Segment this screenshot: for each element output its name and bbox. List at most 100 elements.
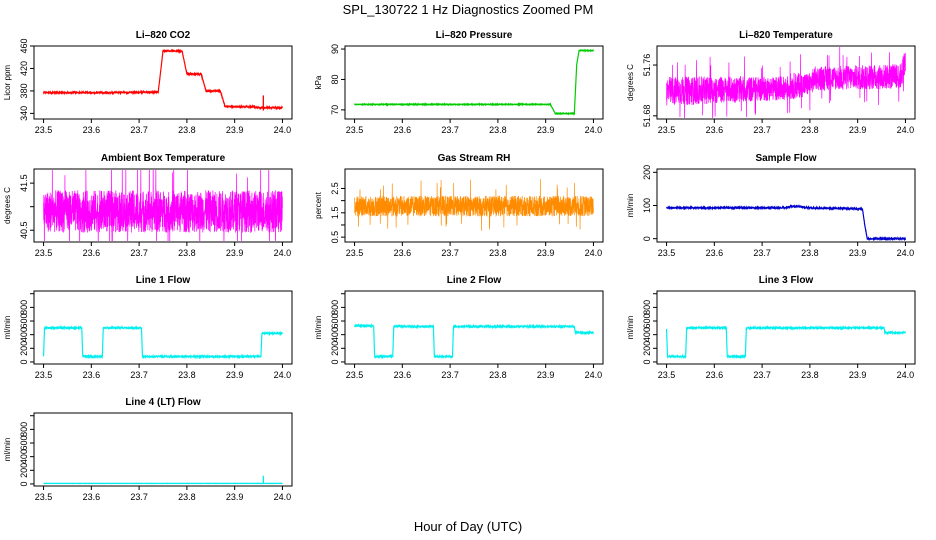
li-820-pressure-plot-frame <box>344 45 604 120</box>
line-2-flow-x-tick-label: 23.6 <box>394 370 412 380</box>
sample-flow-x-tick-label: 23.7 <box>753 248 771 258</box>
sample-flow-x-tick-label: 23.6 <box>706 248 724 258</box>
ambient-box-temperature-plot-frame <box>33 168 293 243</box>
line-4-lt-flow-y-tick-label: 0 <box>19 481 29 486</box>
gas-stream-rh-x-tick-label: 23.8 <box>489 248 507 258</box>
sample-flow-title: Sample Flow <box>755 153 816 164</box>
line-4-lt-flow-y-tick-label: 200 <box>19 463 29 478</box>
line-2-flow-y-tick-label: 800 <box>330 300 340 315</box>
li-820-pressure-y-tick-label: 90 <box>330 44 340 54</box>
ambient-box-temperature-y-tick-label: 41.5 <box>19 174 29 192</box>
line-1-flow-y-tick-label: 0 <box>19 359 29 364</box>
gas-stream-rh-x-tick-label: 23.5 <box>346 248 364 258</box>
line-4-lt-flow-x-tick-label: 23.7 <box>130 492 148 502</box>
line-4-lt-flow-x-tick-label: 23.5 <box>35 492 53 502</box>
line-1-flow-x-tick-label: 24.0 <box>274 370 292 380</box>
panel-grid: Li–820 CO2 23.5 23.6 23.7 23.8 23.9 24.0 340 380… <box>3 30 916 502</box>
gas-stream-rh-y-tick-label: 0.5 <box>330 231 340 244</box>
li-820-co2-title: Li–820 CO2 <box>136 30 191 41</box>
line-2-flow-x-tick-label: 23.7 <box>441 370 459 380</box>
line-3-flow-x-tick-label: 24.0 <box>897 370 915 380</box>
ambient-box-temperature-x-tick-label: 23.7 <box>130 248 148 258</box>
line-4-lt-flow-y-axis-label: ml/min <box>3 438 12 462</box>
li-820-pressure-x-tick-label: 23.6 <box>394 125 412 135</box>
line-3-flow-series-line <box>665 324 907 360</box>
li-820-temperature-x-tick-label: 23.8 <box>801 125 819 135</box>
gas-stream-rh-x-tick-label: 24.0 <box>585 248 603 258</box>
li-820-temperature-series-line <box>666 47 906 118</box>
panel-line-3-flow: Line 3 Flow 23.5 23.6 23.7 23.8 23.9 24.0 0 2004… <box>626 275 916 380</box>
sample-flow-series-line <box>666 203 907 241</box>
panel-line-2-flow: Line 2 Flow 23.5 23.6 23.7 23.8 23.9 24.0 0 2004… <box>314 275 604 380</box>
li-820-pressure-x-tick-label: 24.0 <box>585 125 603 135</box>
panel-ambient-box-temperature: Ambient Box Temperature 23.5 23.6 23.7 23.8 2… <box>3 153 293 258</box>
li-820-co2-y-tick-label: 420 <box>19 61 29 76</box>
line-3-flow-y-tick-label: 200 <box>642 341 652 356</box>
line-4-lt-flow-y-tick-label: 600 <box>19 436 29 451</box>
li-820-co2-x-tick-label: 23.7 <box>130 125 148 135</box>
sample-flow-x-tick-label: 23.8 <box>801 248 819 258</box>
line-1-flow-plot-frame <box>33 290 293 365</box>
panel-li-820-temperature: Li–820 Temperature 23.5 23.6 23.7 23.8 23.9 24… <box>626 30 916 135</box>
line-4-lt-flow-y-tick-label: 800 <box>19 422 29 437</box>
ambient-box-temperature-x-tick-label: 23.5 <box>35 248 53 258</box>
li-820-co2-y-tick-label: 380 <box>19 83 29 98</box>
line-2-flow-y-tick-label: 0 <box>330 359 340 364</box>
li-820-co2-y-axis-label: Licor ppm <box>3 65 12 100</box>
line-3-flow-y-tick-label: 400 <box>642 327 652 342</box>
li-820-co2-x-tick-label: 23.5 <box>35 125 53 135</box>
line-1-flow-y-tick-label: 400 <box>19 327 29 342</box>
sample-flow-y-tick-label: 0 <box>642 236 652 241</box>
li-820-temperature-y-tick-label: 51.68 <box>642 105 652 128</box>
ambient-box-temperature-x-tick-label: 23.6 <box>83 248 101 258</box>
li-820-pressure-x-tick-label: 23.8 <box>489 125 507 135</box>
line-3-flow-x-tick-label: 23.5 <box>658 370 676 380</box>
li-820-temperature-title: Li–820 Temperature <box>739 30 833 41</box>
line-4-lt-flow-title: Line 4 (LT) Flow <box>125 397 201 408</box>
line-1-flow-series-line <box>42 325 283 360</box>
gas-stream-rh-x-tick-label: 23.6 <box>394 248 412 258</box>
line-4-lt-flow-x-tick-label: 24.0 <box>274 492 292 502</box>
li-820-pressure-x-tick-label: 23.9 <box>537 125 555 135</box>
line-3-flow-x-tick-label: 23.9 <box>849 370 867 380</box>
li-820-pressure-title: Li–820 Pressure <box>436 30 513 41</box>
ambient-box-temperature-x-tick-label: 23.8 <box>178 248 196 258</box>
line-2-flow-x-tick-label: 23.9 <box>537 370 555 380</box>
line-3-flow-plot-frame <box>656 290 916 365</box>
gas-stream-rh-title: Gas Stream RH <box>438 153 511 164</box>
line-1-flow-x-tick-label: 23.9 <box>226 370 244 380</box>
panel-gas-stream-rh: Gas Stream RH 23.5 23.6 23.7 23.8 23.9 24.0 0.5… <box>314 153 604 258</box>
ambient-box-temperature-y-axis-label: degrees C <box>3 187 12 224</box>
line-2-flow-x-tick-label: 23.8 <box>489 370 507 380</box>
li-820-co2-y-tick-label: 460 <box>19 38 29 53</box>
li-820-temperature-y-tick-label: 51.76 <box>642 54 652 77</box>
li-820-temperature-x-tick-label: 23.6 <box>706 125 724 135</box>
line-2-flow-y-tick-label: 200 <box>330 341 340 356</box>
li-820-pressure-series-line <box>354 48 594 116</box>
panel-sample-flow: Sample Flow 23.5 23.6 23.7 23.8 23.9 24.0 0 100 2… <box>626 153 916 258</box>
line-2-flow-x-tick-label: 24.0 <box>585 370 603 380</box>
li-820-pressure-x-tick-label: 23.5 <box>346 125 364 135</box>
line-4-lt-flow-y-tick-label: 400 <box>19 449 29 464</box>
line-3-flow-title: Line 3 Flow <box>759 275 814 286</box>
ambient-box-temperature-x-tick-label: 24.0 <box>274 248 292 258</box>
gas-stream-rh-y-axis-label: percent <box>314 191 323 218</box>
li-820-co2-x-tick-label: 23.8 <box>178 125 196 135</box>
li-820-pressure-x-tick-label: 23.7 <box>441 125 459 135</box>
li-820-co2-x-tick-label: 23.6 <box>83 125 101 135</box>
line-2-flow-y-axis-label: ml/min <box>314 316 323 340</box>
line-4-lt-flow-x-tick-label: 23.9 <box>226 492 244 502</box>
panel-li-820-pressure: Li–820 Pressure 23.5 23.6 23.7 23.8 23.9 24.0 7… <box>314 30 604 135</box>
line-4-lt-flow-plot-frame <box>33 412 293 487</box>
line-1-flow-x-tick-label: 23.6 <box>83 370 101 380</box>
gas-stream-rh-y-tick-label: 1.5 <box>330 207 340 220</box>
panel-li-820-co2: Li–820 CO2 23.5 23.6 23.7 23.8 23.9 24.0 340 380… <box>3 30 293 135</box>
line-1-flow-x-tick-label: 23.5 <box>35 370 53 380</box>
line-2-flow-y-tick-label: 400 <box>330 327 340 342</box>
figure-x-axis-label: Hour of Day (UTC) <box>414 519 522 534</box>
line-1-flow-x-tick-label: 23.8 <box>178 370 196 380</box>
li-820-co2-plot-frame <box>33 45 293 120</box>
line-1-flow-y-tick-label: 200 <box>19 341 29 356</box>
ambient-box-temperature-title: Ambient Box Temperature <box>101 153 226 164</box>
